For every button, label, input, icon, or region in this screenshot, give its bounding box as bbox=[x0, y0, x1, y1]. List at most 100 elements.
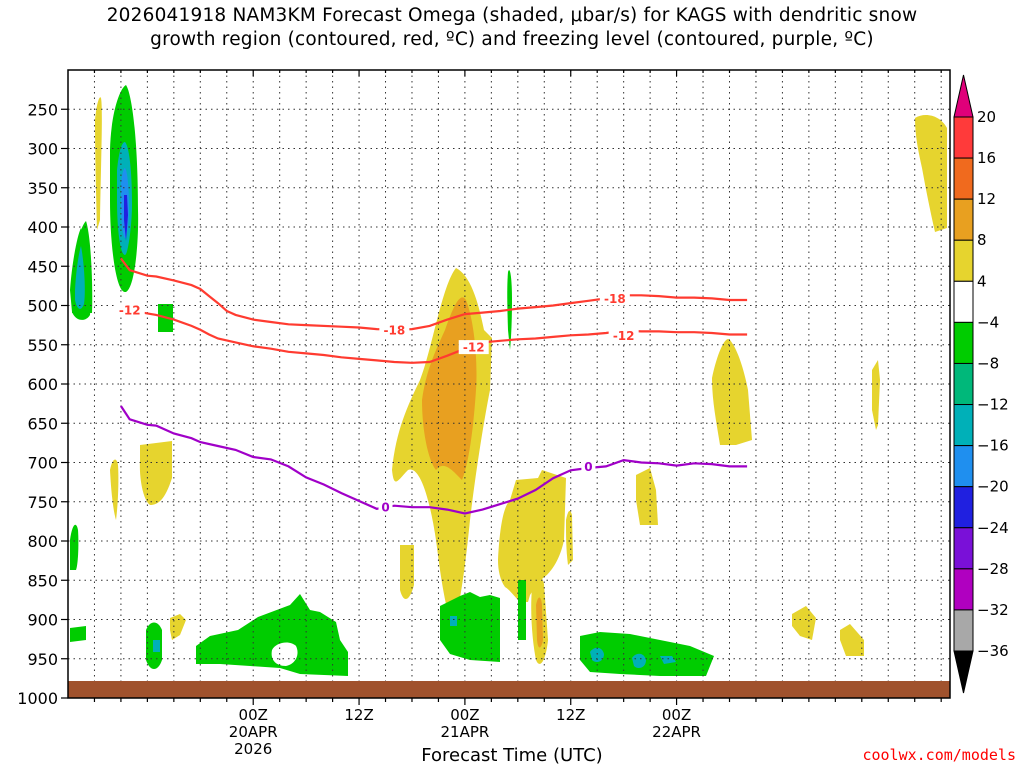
colorbar: 20 16 12 8 4 −4 −8 −12 −16 −20 −24 −28 −32 −36 bbox=[953, 74, 1009, 694]
contour-label: -12 bbox=[613, 329, 635, 343]
y-axis: 250 300 350 400 450 500 550 600 650 700 750 800 850 9… bbox=[17, 100, 68, 708]
x-tick-label: 00Z bbox=[239, 706, 268, 724]
y-tick-label: 450 bbox=[27, 257, 58, 276]
y-tick-label: 900 bbox=[27, 611, 58, 630]
y-tick-label: 750 bbox=[27, 493, 58, 512]
omega-region bbox=[70, 626, 86, 642]
x-axis-label: Forecast Time (UTC) bbox=[421, 745, 603, 766]
omega-region bbox=[590, 647, 604, 662]
x-tick-label: 21APR bbox=[440, 723, 489, 741]
colorbar-label: 12 bbox=[977, 190, 996, 208]
omega-region bbox=[440, 592, 500, 662]
contour-label-bg bbox=[599, 291, 630, 306]
title-line-1: 2026041918 NAM3KM Forecast Omega (shaded… bbox=[106, 5, 918, 26]
colorbar-label: −32 bbox=[977, 601, 1009, 619]
colorbar-swatch bbox=[953, 445, 974, 488]
omega-region bbox=[915, 115, 947, 232]
omega-region bbox=[196, 594, 348, 676]
colorbar-swatch bbox=[953, 157, 974, 200]
contour-labels: -12 -18 -12 -18 -12 0 0 bbox=[114, 291, 639, 515]
colorbar-swatch bbox=[953, 527, 974, 570]
y-tick-label: 800 bbox=[27, 532, 58, 551]
colorbar-label: −20 bbox=[977, 478, 1009, 496]
omega-region bbox=[139, 441, 172, 505]
colorbar-label: 20 bbox=[977, 108, 996, 126]
colorbar-swatch bbox=[953, 486, 974, 529]
y-tick-label: 250 bbox=[27, 100, 58, 119]
omega-region bbox=[536, 597, 543, 648]
contour-label-bg bbox=[458, 340, 489, 355]
colorbar-swatch bbox=[953, 280, 974, 323]
contour-label: 0 bbox=[381, 501, 389, 515]
omega-region bbox=[792, 606, 816, 640]
colorbar-swatch bbox=[953, 404, 974, 447]
x-tick-label: 12Z bbox=[344, 706, 373, 724]
omega-region bbox=[498, 470, 566, 602]
x-tick-label: 2026 bbox=[234, 740, 272, 758]
x-tick-label: 22APR bbox=[652, 723, 701, 741]
contour-label-bg bbox=[114, 303, 145, 318]
y-tick-label: 1000 bbox=[17, 689, 58, 708]
colorbar-swatch bbox=[953, 239, 974, 282]
x-tick-label: 00Z bbox=[662, 706, 691, 724]
y-tick-label: 350 bbox=[27, 179, 58, 198]
colorbar-bottom-arrow bbox=[953, 650, 974, 694]
omega-region bbox=[75, 246, 85, 309]
x-tick-label: 20APR bbox=[229, 723, 278, 741]
y-tick-label: 500 bbox=[27, 297, 58, 316]
colorbar-label: −36 bbox=[977, 642, 1009, 660]
colorbar-swatch bbox=[953, 568, 974, 611]
chart-title: 2026041918 NAM3KM Forecast Omega (shaded… bbox=[0, 4, 1024, 52]
ground-surface bbox=[68, 681, 950, 698]
contour-line bbox=[119, 405, 748, 515]
omega-region bbox=[110, 459, 119, 520]
colorbar-swatch bbox=[953, 609, 974, 652]
colorbar-label: 4 bbox=[977, 272, 987, 290]
omega-region bbox=[271, 642, 298, 666]
y-tick-label: 850 bbox=[27, 571, 58, 590]
contour-label-bg bbox=[378, 500, 393, 515]
omega-region bbox=[124, 195, 128, 241]
omega-region bbox=[840, 624, 864, 656]
omega-region bbox=[70, 524, 79, 570]
omega-region bbox=[632, 653, 646, 668]
y-tick-label: 950 bbox=[27, 650, 58, 669]
omega-region bbox=[660, 656, 676, 664]
omega-region bbox=[712, 339, 752, 445]
contour-label-bg bbox=[581, 459, 596, 474]
y-tick-label: 650 bbox=[27, 414, 58, 433]
omega-shading bbox=[70, 85, 947, 676]
y-tick-label: 550 bbox=[27, 336, 58, 355]
colorbar-label: −8 bbox=[977, 354, 999, 372]
colorbar-label: −24 bbox=[977, 519, 1009, 537]
colorbar-label: 16 bbox=[977, 149, 996, 167]
y-tick-label: 300 bbox=[27, 140, 58, 159]
omega-region bbox=[518, 580, 526, 640]
colorbar-label: −28 bbox=[977, 560, 1009, 578]
omega-region bbox=[872, 360, 880, 430]
omega-region bbox=[95, 97, 102, 230]
contour-label: -18 bbox=[604, 292, 626, 306]
colorbar-swatch bbox=[953, 321, 974, 364]
x-tick-label: 12Z bbox=[556, 706, 585, 724]
x-tick-label: 00Z bbox=[450, 706, 479, 724]
contour-label: 0 bbox=[584, 460, 592, 474]
y-tick-label: 400 bbox=[27, 218, 58, 237]
colorbar-swatch bbox=[953, 362, 974, 406]
contour-label: -12 bbox=[463, 341, 485, 355]
colorbar-label: 8 bbox=[977, 231, 987, 249]
contour-label-bg bbox=[379, 322, 410, 337]
colorbar-swatch bbox=[953, 116, 974, 159]
colorbar-swatch bbox=[953, 198, 974, 241]
omega-region bbox=[153, 640, 160, 652]
omega-region bbox=[636, 468, 658, 525]
colorbar-label: −12 bbox=[977, 396, 1009, 414]
contour-label-bg bbox=[608, 328, 639, 343]
omega-region bbox=[450, 616, 457, 626]
omega-region bbox=[580, 632, 714, 676]
contour-line bbox=[120, 257, 748, 331]
site-credit[interactable]: coolwx.com/models bbox=[862, 746, 1016, 764]
colorbar-label: −4 bbox=[977, 313, 999, 331]
